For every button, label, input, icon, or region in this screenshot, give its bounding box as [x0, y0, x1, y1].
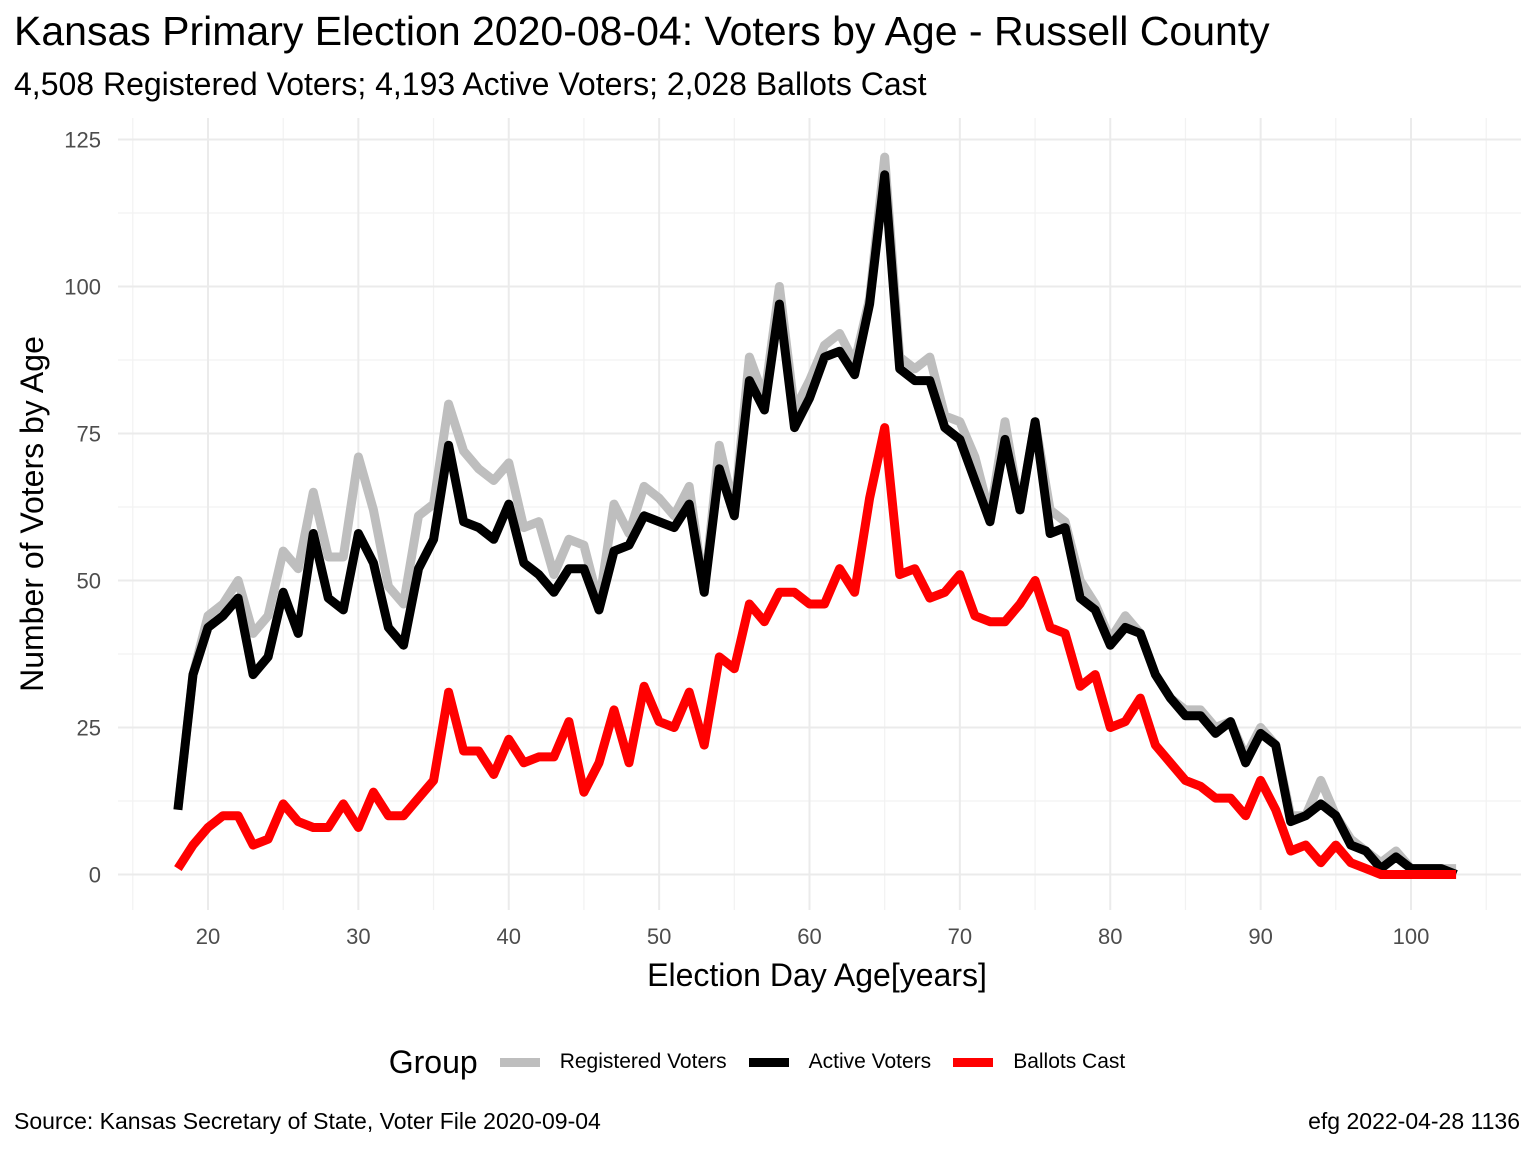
grid — [118, 118, 1521, 910]
y-tick-label: 75 — [77, 422, 101, 447]
author-caption: efg 2022-04-28 1136 — [1308, 1108, 1520, 1134]
x-axis-ticks: 20 30 40 50 60 70 80 90 100 — [196, 924, 1430, 949]
series-line-ballots-cast — [174, 423, 1457, 879]
y-tick-label: 25 — [77, 716, 101, 741]
x-tick-label: 40 — [497, 924, 521, 949]
x-tick-label: 60 — [797, 924, 821, 949]
legend-label-ballots-cast: Ballots Cast — [1013, 1050, 1126, 1073]
y-axis-ticks: 0 25 50 75 100 125 — [64, 128, 101, 888]
series-lines — [173, 152, 1458, 879]
x-tick-label: 90 — [1248, 924, 1272, 949]
y-axis-title: Number of Voters by Age — [14, 336, 50, 692]
legend-key-ballots-cast — [953, 1057, 994, 1067]
legend-item-registered-voters: Registered Voters — [499, 1050, 727, 1074]
x-axis-title: Election Day Age[years] — [647, 957, 987, 993]
legend-key-registered-voters — [499, 1057, 540, 1067]
legend-item-ballots-cast: Ballots Cast — [953, 1050, 1125, 1074]
x-tick-label: 80 — [1098, 924, 1122, 949]
x-tick-label: 70 — [948, 924, 972, 949]
y-tick-label: 0 — [89, 863, 101, 888]
x-tick-label: 20 — [196, 924, 220, 949]
legend-item-active-voters: Active Voters — [748, 1050, 932, 1074]
line-chart: 0 25 50 75 100 125 20 30 40 50 60 70 80 90 100 Electi… — [14, 118, 1521, 993]
chart-title: Kansas Primary Election 2020-08-04: Vote… — [14, 8, 1270, 54]
x-tick-label: 30 — [346, 924, 370, 949]
legend-key-active-voters — [748, 1057, 789, 1067]
series-line-registered-voters — [173, 152, 1457, 874]
legend-label-registered-voters: Registered Voters — [559, 1050, 727, 1073]
series-line-active-voters — [173, 170, 1458, 879]
legend-title: Group — [388, 1043, 478, 1080]
y-tick-label: 50 — [77, 569, 101, 594]
x-tick-label: 50 — [647, 924, 671, 949]
y-tick-label: 125 — [64, 128, 101, 153]
x-tick-label: 100 — [1393, 924, 1430, 949]
chart-subtitle: 4,508 Registered Voters; 4,193 Active Vo… — [14, 66, 927, 102]
legend: Group Registered Voters Active Voters Ba… — [0, 1040, 1536, 1084]
legend-label-active-voters: Active Voters — [808, 1050, 932, 1073]
source-caption: Source: Kansas Secretary of State, Voter… — [14, 1108, 601, 1134]
y-tick-label: 100 — [64, 275, 101, 300]
